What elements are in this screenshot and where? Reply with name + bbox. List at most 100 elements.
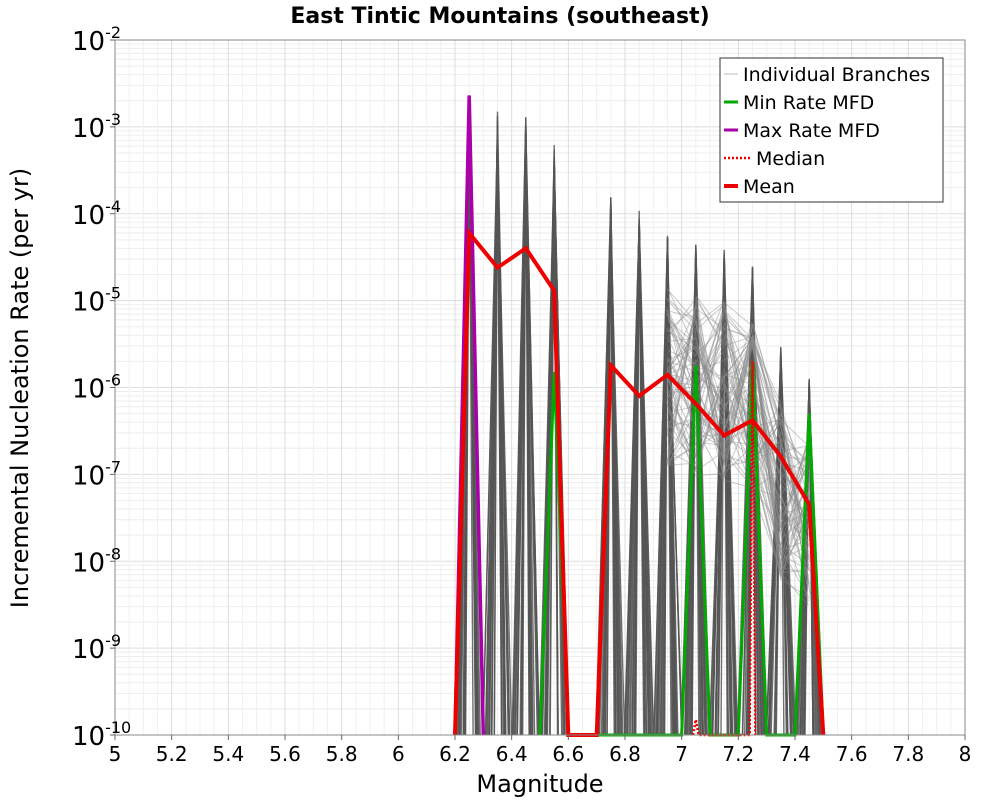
branch-line xyxy=(666,376,811,533)
branch-line xyxy=(668,335,809,577)
y-tick-label: 10-3 xyxy=(72,110,121,144)
y-tick-label: 10-4 xyxy=(72,197,121,231)
branch-line xyxy=(666,306,810,552)
branch-line xyxy=(667,367,810,543)
branch-line xyxy=(667,337,810,548)
y-tick-label: 10-10 xyxy=(72,718,131,752)
y-tick-label: 10-6 xyxy=(72,371,121,405)
branch-line xyxy=(668,304,809,558)
legend-label: Min Rate MFD xyxy=(743,92,874,114)
branch-line xyxy=(493,139,506,736)
x-axis-ticks: 5 5.2 5.4 5.6 5.8 6 6.2 6.4 6.6 6.8 7 7.2 7.4 7.6 7.8 8 xyxy=(109,735,972,766)
branch-line xyxy=(667,382,811,489)
x-tick-label: 6.6 xyxy=(552,742,584,766)
branch-line xyxy=(666,299,811,586)
legend-label: Max Rate MFD xyxy=(743,120,880,142)
branch-line xyxy=(666,309,811,555)
x-tick-label: 7 xyxy=(675,742,688,766)
y-tick-label: 10-2 xyxy=(72,23,121,57)
legend: Individual Branches Min Rate MFD Max Rate … xyxy=(719,57,944,203)
x-tick-label: 5.6 xyxy=(269,742,301,766)
branch-line xyxy=(666,309,810,512)
branch-line xyxy=(666,288,809,482)
branch-line xyxy=(662,255,675,736)
legend-label: Individual Branches xyxy=(743,64,930,86)
branch-line xyxy=(666,375,809,478)
x-tick-label: 6.2 xyxy=(439,742,471,766)
x-tick-label: 6.4 xyxy=(496,742,528,766)
branch-line xyxy=(666,322,809,447)
branch-line xyxy=(666,310,810,571)
branch-line xyxy=(666,321,809,506)
branch-line xyxy=(666,345,810,529)
branch-line xyxy=(668,362,809,520)
x-tick-label: 5.8 xyxy=(326,742,358,766)
branch-line xyxy=(666,314,810,499)
branch-line xyxy=(666,296,811,576)
branch-line xyxy=(668,301,811,468)
branch-line xyxy=(667,319,810,584)
y-tick-label: 10-5 xyxy=(72,284,121,318)
branch-line xyxy=(520,138,536,736)
branch-line xyxy=(665,300,811,563)
branch-line xyxy=(666,318,810,572)
branch-line xyxy=(668,295,809,591)
branch-line xyxy=(667,289,809,461)
x-tick-label: 7.4 xyxy=(779,742,811,766)
legend-box xyxy=(719,57,944,203)
x-tick-label: 5.4 xyxy=(212,742,244,766)
branch-line xyxy=(666,297,809,561)
x-tick-label: 7.8 xyxy=(892,742,924,766)
x-tick-label: 6.8 xyxy=(609,742,641,766)
branch-line xyxy=(668,312,809,551)
branch-line xyxy=(666,310,810,579)
branch-line xyxy=(666,373,810,566)
branch-line xyxy=(667,310,811,472)
branch-line xyxy=(668,338,811,504)
y-tick-label: 10-7 xyxy=(72,457,121,491)
branch-line xyxy=(667,337,811,568)
branch-line xyxy=(668,300,809,578)
branch-line xyxy=(666,317,811,572)
x-axis-label: Magnitude xyxy=(476,770,603,798)
branch-line xyxy=(668,348,809,560)
branch-line xyxy=(604,197,620,736)
branch-line xyxy=(667,340,810,566)
chart-title: East Tintic Mountains (southeast) xyxy=(290,4,709,29)
branch-line xyxy=(626,231,650,736)
branch-line xyxy=(665,325,809,579)
branch-line xyxy=(666,326,809,606)
branch-line xyxy=(665,318,809,496)
branch-line xyxy=(667,307,809,597)
y-tick-label: 10-8 xyxy=(72,544,121,578)
branch-line xyxy=(667,338,809,538)
branch-line xyxy=(667,315,811,527)
branch-line xyxy=(667,335,809,465)
branch-line xyxy=(799,378,814,736)
branch-line xyxy=(667,312,810,570)
y-tick-label: 10-9 xyxy=(72,631,121,665)
branch-line xyxy=(666,309,811,596)
x-tick-label: 5 xyxy=(109,742,122,766)
x-tick-label: 8 xyxy=(959,742,972,766)
series-line-mean xyxy=(453,227,826,737)
branch-line xyxy=(666,298,810,540)
branch-line xyxy=(665,325,810,515)
x-tick-label: 7.2 xyxy=(722,742,754,766)
branch-line xyxy=(655,278,683,736)
branch-line xyxy=(666,399,809,570)
branch-line xyxy=(767,351,797,736)
branch-line xyxy=(667,311,811,531)
y-axis-ticks: 10-10 10-9 10-8 10-7 10-6 10-5 10-4 10-3 10-2 xyxy=(72,23,131,752)
legend-label: Median xyxy=(756,148,825,170)
branch-line xyxy=(522,140,539,736)
branch-line xyxy=(666,305,809,574)
branch-line xyxy=(667,407,811,559)
branch-line xyxy=(715,289,733,736)
branch-line xyxy=(488,160,503,736)
branch-line xyxy=(667,342,810,522)
y-axis-label: Incremental Nucleation Rate (per yr) xyxy=(6,168,34,608)
branch-line xyxy=(666,336,810,576)
branch-line xyxy=(768,348,792,736)
